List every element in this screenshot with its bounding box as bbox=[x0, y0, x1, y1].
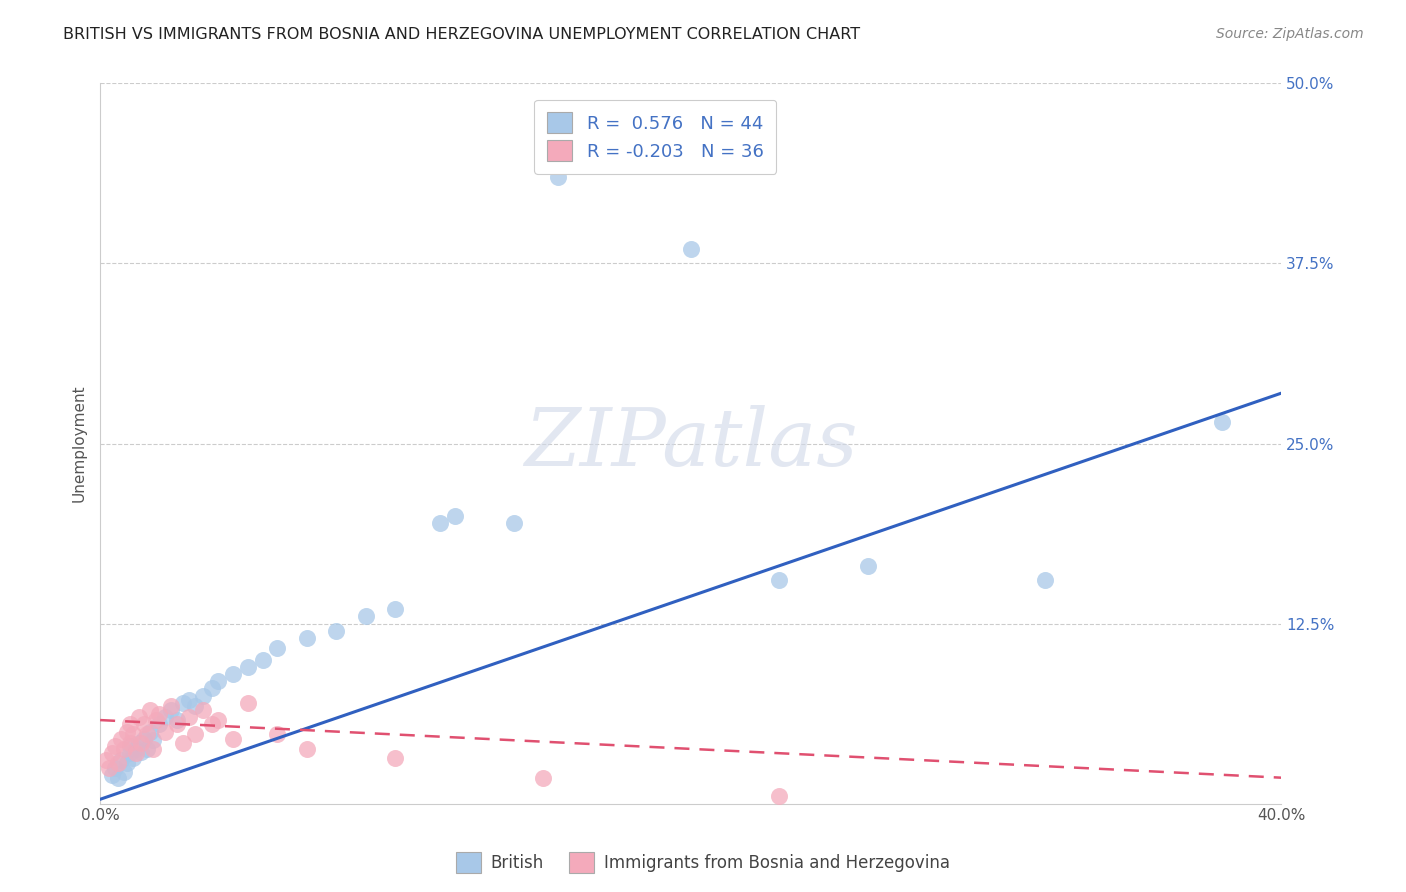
Point bbox=[166, 713, 188, 727]
Point bbox=[768, 789, 790, 804]
Point bbox=[115, 724, 138, 739]
Point bbox=[354, 609, 377, 624]
Point bbox=[325, 624, 347, 638]
Point bbox=[1211, 415, 1233, 429]
Point bbox=[131, 745, 153, 759]
Text: ZIPatlas: ZIPatlas bbox=[524, 405, 858, 483]
Point bbox=[139, 703, 162, 717]
Point bbox=[136, 727, 159, 741]
Point bbox=[236, 696, 259, 710]
Point bbox=[384, 602, 406, 616]
Point bbox=[101, 768, 124, 782]
Text: Source: ZipAtlas.com: Source: ZipAtlas.com bbox=[1216, 27, 1364, 41]
Point bbox=[160, 703, 183, 717]
Point bbox=[136, 742, 159, 756]
Point bbox=[128, 736, 150, 750]
Point bbox=[547, 170, 569, 185]
Point bbox=[222, 667, 245, 681]
Point bbox=[118, 717, 141, 731]
Point bbox=[110, 753, 132, 767]
Point bbox=[201, 681, 224, 696]
Point bbox=[222, 731, 245, 746]
Point bbox=[172, 736, 194, 750]
Point bbox=[266, 727, 288, 741]
Point bbox=[201, 717, 224, 731]
Point bbox=[177, 710, 200, 724]
Point bbox=[384, 750, 406, 764]
Point bbox=[172, 696, 194, 710]
Point bbox=[118, 739, 141, 753]
Point bbox=[679, 242, 702, 256]
Point bbox=[502, 516, 524, 530]
Point bbox=[266, 641, 288, 656]
Point bbox=[160, 698, 183, 713]
Legend: R =  0.576   N = 44, R = -0.203   N = 36: R = 0.576 N = 44, R = -0.203 N = 36 bbox=[534, 100, 776, 174]
Point bbox=[295, 742, 318, 756]
Point bbox=[121, 750, 143, 764]
Point bbox=[107, 771, 129, 785]
Point bbox=[1033, 574, 1056, 588]
Point bbox=[236, 660, 259, 674]
Point bbox=[134, 717, 156, 731]
Point bbox=[183, 727, 205, 741]
Point bbox=[148, 707, 170, 722]
Text: BRITISH VS IMMIGRANTS FROM BOSNIA AND HERZEGOVINA UNEMPLOYMENT CORRELATION CHART: BRITISH VS IMMIGRANTS FROM BOSNIA AND HE… bbox=[63, 27, 860, 42]
Point bbox=[115, 756, 138, 771]
Point bbox=[134, 731, 156, 746]
Point bbox=[443, 508, 465, 523]
Point bbox=[121, 727, 143, 741]
Point bbox=[145, 713, 167, 727]
Point bbox=[252, 652, 274, 666]
Point bbox=[124, 746, 146, 760]
Point bbox=[531, 120, 554, 134]
Y-axis label: Unemployment: Unemployment bbox=[72, 384, 86, 502]
Point bbox=[193, 689, 215, 703]
Point bbox=[183, 698, 205, 713]
Point bbox=[856, 558, 879, 573]
Point bbox=[429, 516, 451, 530]
Point bbox=[104, 739, 127, 753]
Point bbox=[124, 742, 146, 756]
Point bbox=[148, 717, 170, 731]
Point bbox=[177, 693, 200, 707]
Point bbox=[118, 736, 141, 750]
Point bbox=[101, 746, 124, 760]
Point bbox=[131, 736, 153, 750]
Point bbox=[107, 756, 129, 771]
Point bbox=[768, 574, 790, 588]
Point bbox=[110, 731, 132, 746]
Point bbox=[166, 717, 188, 731]
Point bbox=[193, 703, 215, 717]
Point bbox=[128, 710, 150, 724]
Point bbox=[531, 771, 554, 785]
Point bbox=[153, 710, 176, 724]
Legend: British, Immigrants from Bosnia and Herzegovina: British, Immigrants from Bosnia and Herz… bbox=[449, 846, 957, 880]
Point bbox=[112, 764, 135, 779]
Point bbox=[295, 631, 318, 645]
Point bbox=[142, 733, 165, 747]
Point bbox=[104, 761, 127, 775]
Point bbox=[94, 753, 117, 767]
Point bbox=[112, 742, 135, 756]
Point bbox=[207, 674, 229, 689]
Point bbox=[139, 724, 162, 739]
Point bbox=[142, 742, 165, 756]
Point bbox=[118, 746, 141, 760]
Point bbox=[207, 713, 229, 727]
Point bbox=[98, 761, 121, 775]
Point bbox=[153, 724, 176, 739]
